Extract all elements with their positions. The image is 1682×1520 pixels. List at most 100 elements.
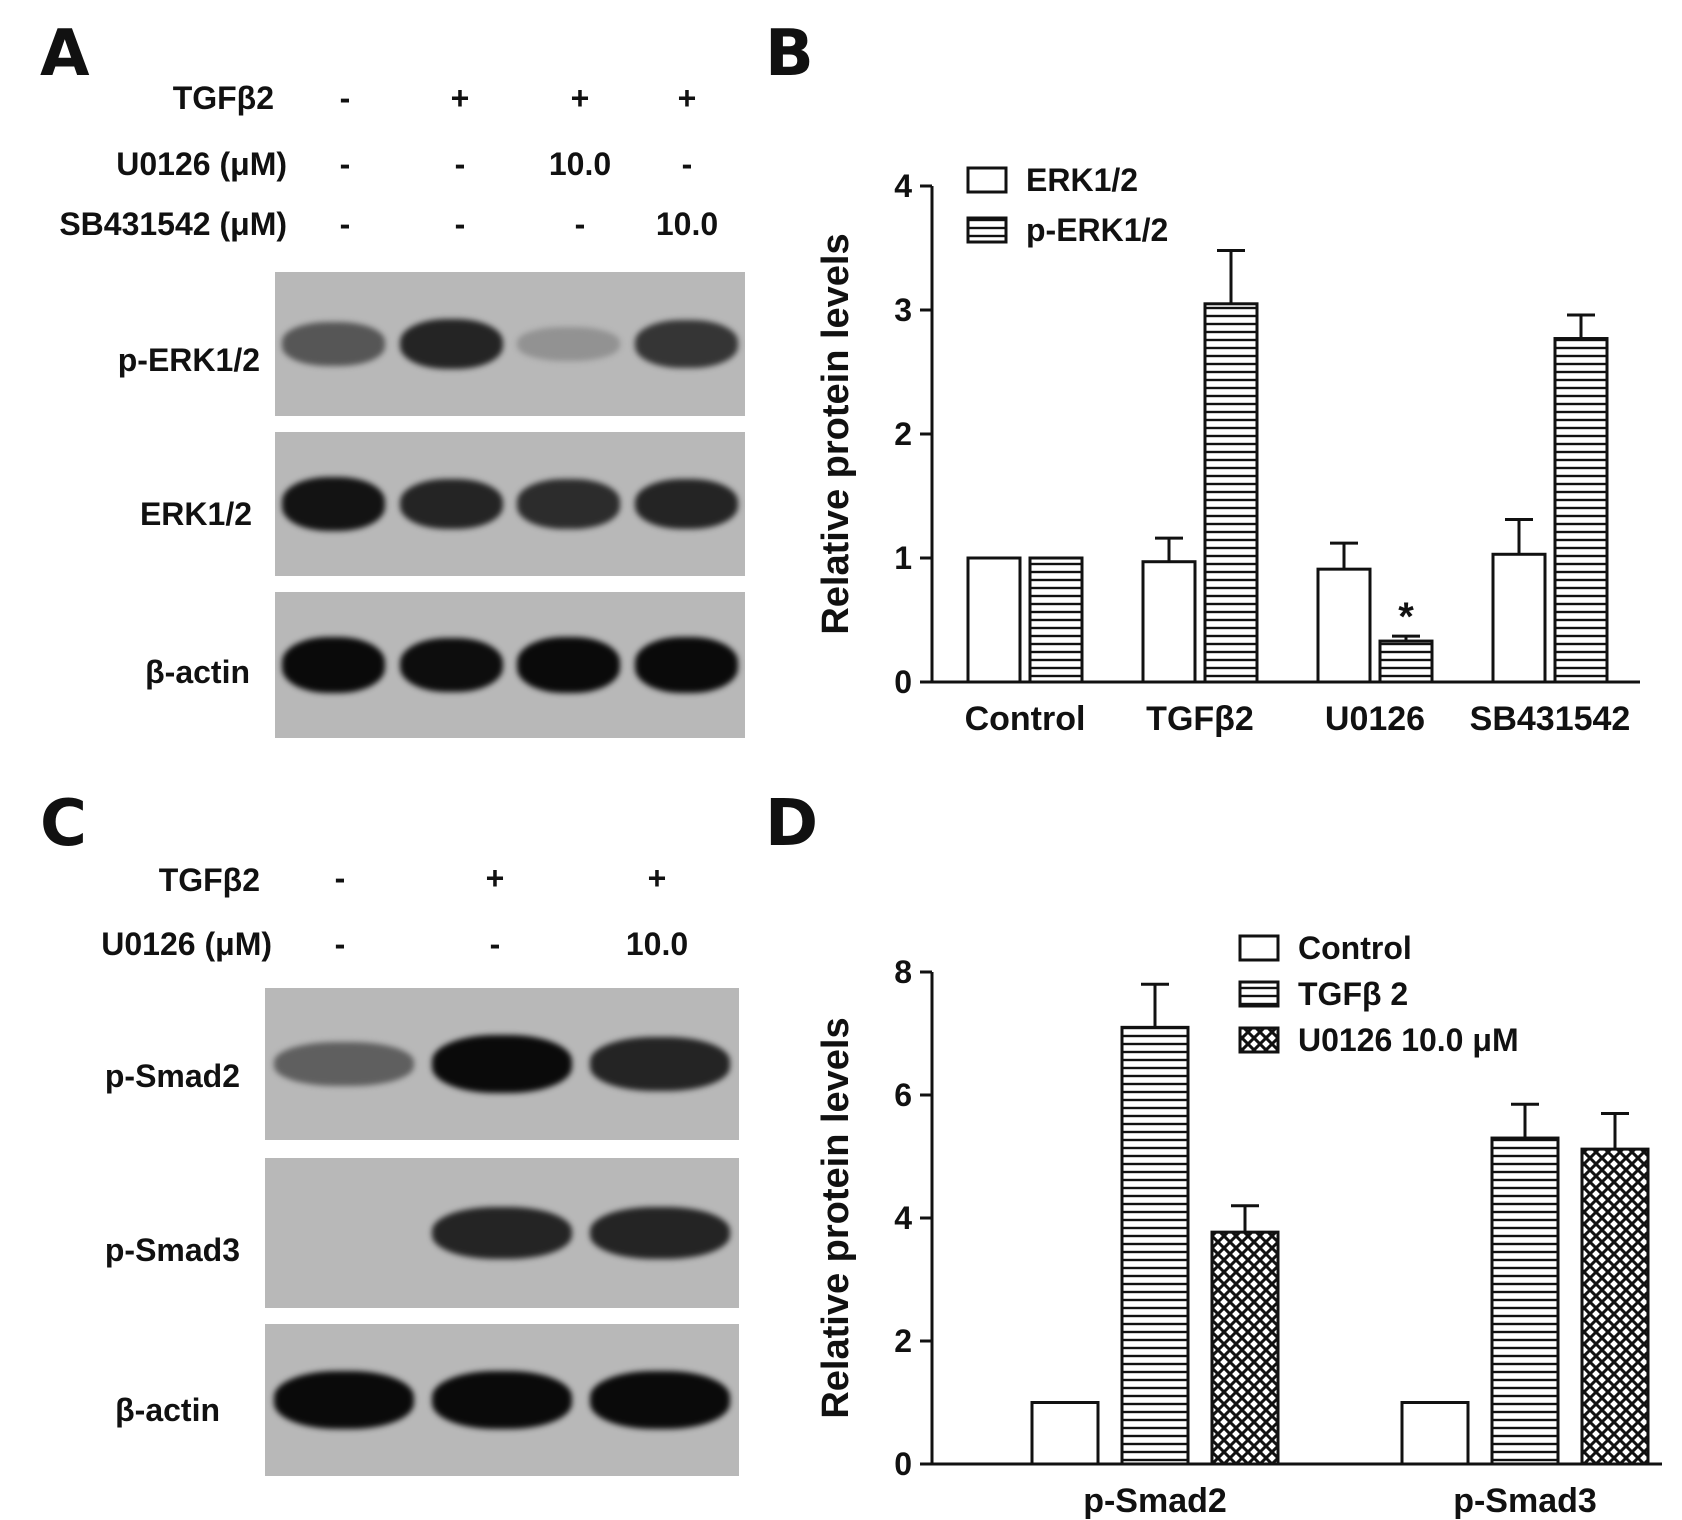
condition-label: U0126 (μM) [116,146,287,182]
legend-entry: U0126 10.0 μM [1298,1022,1519,1058]
western-blot-p-smad3 [265,1158,739,1308]
condition-label: SB431542 (μM) [59,206,287,242]
x-tick-label: p-Smad3 [1453,1482,1597,1520]
blot-band [399,478,503,530]
blot-band [282,637,386,693]
panel-a-letter: A [40,17,90,91]
bar [1491,552,1547,684]
panel-b-letter: B [765,17,814,91]
y-tick-label: 3 [894,292,912,328]
y-axis-label: Relative protein levels [815,233,857,634]
significance-marker: * [1398,595,1414,639]
x-tick-label: p-Smad2 [1083,1482,1227,1520]
blot-label: β-actin [145,654,250,690]
blot-band [399,637,503,693]
condition-value: - [454,146,466,182]
bar [1120,1025,1190,1466]
y-tick-label: 1 [894,540,912,576]
y-tick-label: 0 [894,1446,912,1482]
chart-b-erk-bar-chart: 0 1 2 3 4 Relative protein levels Control TGFβ2… [815,162,1640,738]
legend-entry: ERK1/2 [1026,162,1138,198]
panel-d-letter: D [765,787,819,861]
blot-band [517,637,621,693]
condition-value: 10.0 [655,206,719,242]
legend-swatch [966,166,1008,194]
blot-band [590,1037,730,1091]
blot-label: ERK1/2 [139,496,252,532]
legend-entry: TGFβ 2 [1298,976,1408,1012]
condition-value: - [681,146,693,182]
condition-value: - [334,926,346,962]
y-axis-label: Relative protein levels [815,1017,857,1418]
blot-band [274,1041,414,1087]
legend-swatch [1238,934,1280,962]
condition-value: - [334,860,346,896]
blot-band [399,318,503,370]
x-tick-label: SB431542 [1470,700,1631,738]
bar [1028,556,1084,684]
condition-value: - [574,206,586,242]
blot-band [432,1371,572,1429]
bar [1580,1147,1650,1466]
bar [1400,1401,1470,1466]
blot-label: p-Smad2 [104,1058,240,1094]
western-blot-erk [275,432,745,576]
y-tick-label: 2 [894,1323,912,1359]
bar [1030,1401,1100,1466]
western-blot-p-smad2 [265,988,739,1140]
bar [966,556,1022,684]
blot-label: p-ERK1/2 [117,342,260,378]
y-tick-label: 4 [894,1200,912,1236]
blot-band [634,319,738,369]
condition-label: TGFβ2 [158,862,260,898]
legend-swatch [1238,980,1280,1008]
condition-label: TGFβ2 [172,80,274,116]
western-blot-p-erk [275,272,745,416]
panel-c-letter: C [40,787,87,861]
x-tick-label: Control [965,700,1086,738]
condition-value: - [339,80,351,116]
condition-value: + [677,80,697,116]
condition-value: - [339,206,351,242]
bar [1210,1230,1280,1466]
blot-band [590,1371,730,1429]
blot-band [282,477,386,531]
condition-value: - [339,146,351,182]
blot-band [590,1206,730,1260]
condition-value: - [489,926,501,962]
condition-value: 10.0 [548,146,612,182]
condition-value: + [647,860,667,896]
bar [1203,302,1259,684]
condition-label: U0126 (μM) [101,926,272,962]
blot-label: p-Smad3 [104,1232,240,1268]
western-blot-beta-actin [265,1324,739,1476]
legend-swatch [1238,1026,1280,1054]
blot-band [432,1035,572,1093]
blot-band [634,478,738,530]
x-tick-label: TGFβ2 [1146,700,1254,738]
y-tick-label: 4 [894,168,912,204]
condition-value: - [454,206,466,242]
condition-value: 10.0 [625,926,689,962]
blot-band [634,637,738,693]
condition-value: + [570,80,590,116]
blot-band [432,1206,572,1260]
bar [1316,567,1372,684]
legend-entry: p-ERK1/2 [1026,212,1168,248]
condition-value: + [485,860,505,896]
blot-label: β-actin [115,1392,220,1428]
y-tick-label: 6 [894,1077,912,1113]
x-tick-label: U0126 [1325,700,1425,738]
bar [1490,1136,1560,1466]
blot-band [274,1371,414,1429]
y-tick-label: 8 [894,954,912,990]
legend-swatch [966,216,1008,244]
legend-entry: Control [1298,930,1412,966]
condition-value: + [450,80,470,116]
western-blot-beta-actin [275,592,745,738]
blot-band [282,322,386,366]
y-tick-label: 2 [894,416,912,452]
y-tick-label: 0 [894,664,912,700]
blot-band [517,327,621,361]
